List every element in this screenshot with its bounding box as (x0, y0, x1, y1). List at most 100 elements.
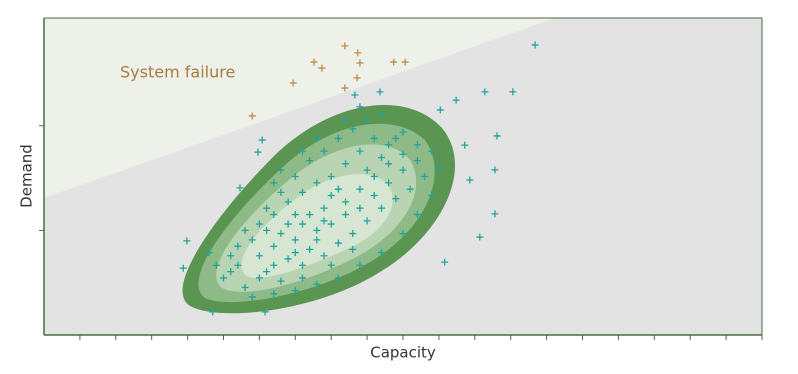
point (363, 166, 371, 174)
point (363, 115, 371, 123)
point (421, 173, 429, 180)
point (255, 220, 263, 228)
point (354, 49, 362, 57)
point (413, 141, 421, 149)
failure-region-layer (44, 18, 556, 199)
point (306, 245, 314, 253)
point (476, 233, 484, 241)
point (351, 91, 359, 99)
point (205, 249, 213, 257)
point (349, 230, 357, 238)
point (298, 220, 306, 228)
point (291, 249, 299, 257)
point (342, 115, 350, 123)
point (291, 173, 299, 180)
point (291, 236, 299, 244)
point (298, 147, 306, 155)
point (270, 242, 278, 250)
point (220, 274, 227, 282)
point (385, 179, 393, 187)
point (349, 125, 357, 133)
point (452, 96, 460, 104)
point (413, 211, 421, 219)
point (363, 217, 371, 225)
point (390, 58, 398, 66)
point (334, 134, 342, 142)
point (258, 136, 266, 144)
point (236, 184, 244, 192)
point (270, 211, 278, 219)
point (435, 163, 443, 171)
point (248, 236, 256, 244)
point (254, 148, 262, 156)
point (392, 134, 400, 142)
point (356, 185, 364, 193)
point (385, 141, 393, 149)
point (327, 220, 335, 228)
point (428, 147, 436, 155)
point (306, 157, 314, 165)
point (255, 252, 263, 260)
point (531, 41, 539, 49)
contour-core (241, 174, 393, 278)
point (306, 211, 314, 219)
point (413, 157, 421, 165)
point (370, 173, 378, 180)
point (491, 166, 499, 174)
point (399, 150, 407, 158)
point (289, 79, 297, 87)
point (341, 42, 349, 50)
point (255, 274, 263, 282)
point (392, 195, 400, 203)
point (377, 109, 385, 117)
point (370, 134, 378, 142)
point (298, 274, 306, 282)
point (263, 268, 271, 276)
point (270, 261, 278, 269)
point (234, 242, 242, 250)
point (377, 204, 385, 212)
points-layer (179, 41, 539, 316)
point (399, 230, 407, 238)
point (493, 132, 501, 140)
point (263, 226, 271, 234)
point (334, 239, 342, 247)
point (377, 249, 385, 257)
point (356, 103, 364, 111)
point (284, 198, 292, 206)
point (385, 160, 393, 168)
point (320, 147, 328, 155)
point (313, 280, 321, 288)
point (356, 147, 364, 155)
point (356, 261, 364, 269)
point (270, 179, 278, 187)
point (320, 252, 328, 260)
point (334, 185, 342, 193)
point (227, 268, 235, 276)
point (248, 112, 256, 120)
point (509, 88, 517, 96)
point (376, 88, 384, 96)
point (320, 217, 328, 225)
point (277, 277, 285, 285)
point (327, 192, 335, 200)
point (466, 176, 474, 184)
point (342, 160, 350, 168)
point (313, 179, 321, 187)
point (436, 106, 444, 114)
point (310, 58, 318, 66)
point (277, 166, 285, 174)
point (406, 185, 414, 193)
point (298, 188, 306, 196)
point (327, 173, 335, 180)
point (284, 220, 292, 228)
point (234, 261, 242, 269)
point (227, 252, 235, 260)
point (334, 274, 342, 282)
point (356, 59, 364, 67)
point (320, 204, 328, 212)
point (370, 192, 378, 200)
point (298, 261, 306, 269)
